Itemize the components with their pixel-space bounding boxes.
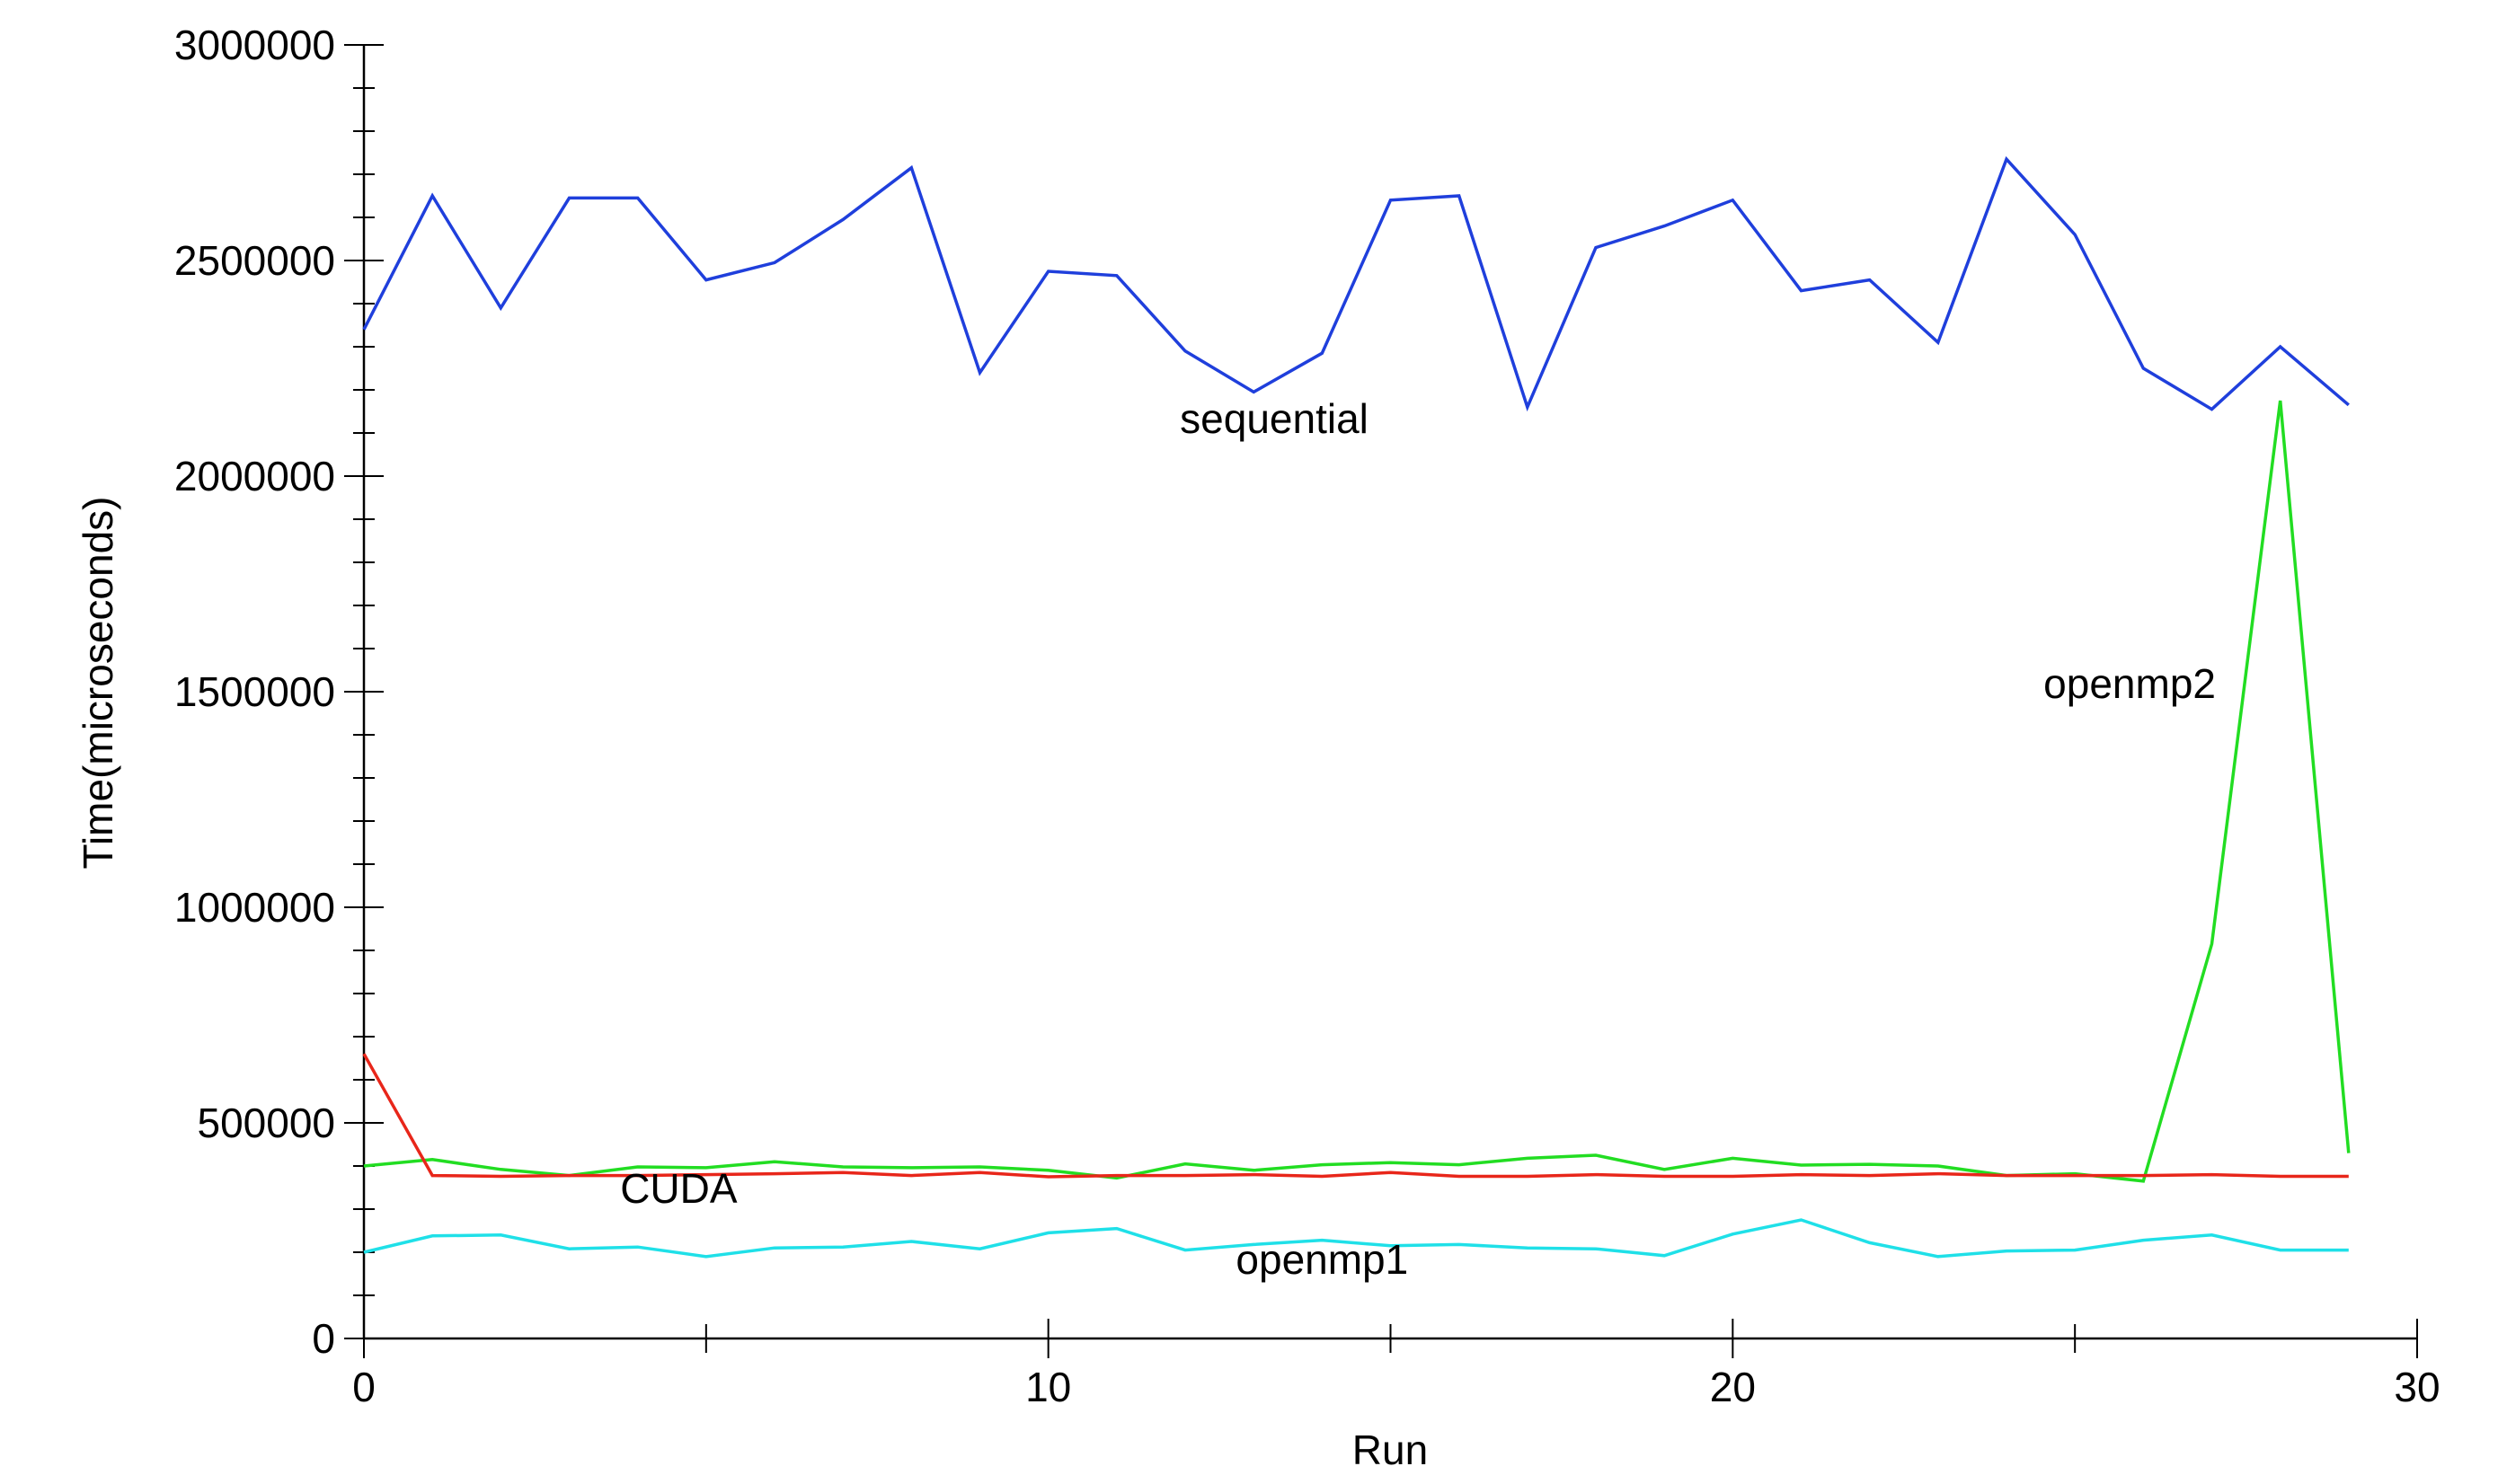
y-tick-label: 1500000	[174, 668, 335, 715]
series-labels: sequential openmp2 CUDA openmp1	[620, 395, 2216, 1283]
x-tick-label: 30	[2394, 1364, 2440, 1410]
series-lines	[362, 155, 2351, 1259]
x-axis-title: Run	[1352, 1427, 1428, 1473]
x-tick-label: 20	[1710, 1364, 1756, 1410]
y-tick-label: 3000000	[174, 22, 335, 68]
x-tick-label: 10	[1025, 1364, 1071, 1410]
series-line-openmp1	[363, 1218, 2349, 1259]
series-label-cuda: CUDA	[620, 1165, 738, 1212]
y-tick-label: 2000000	[174, 453, 335, 499]
series-label-sequential: sequential	[1180, 395, 1369, 442]
series-line-sequential	[362, 155, 2350, 412]
y-tick-label: 500000	[198, 1100, 336, 1146]
x-tick-label: 0	[352, 1364, 376, 1410]
series-line-cuda	[362, 1053, 2349, 1179]
series-label-openmp1: openmp1	[1236, 1236, 1408, 1283]
y-tick-label: 2500000	[174, 237, 335, 284]
series-line-openmp2	[363, 400, 2351, 1183]
y-axis-title: Time(microseconds)	[75, 497, 121, 870]
y-tick-label: 1000000	[174, 884, 335, 931]
tick-labels: 0 500000 1000000 1500000 2000000 2500000 30000…	[174, 22, 2440, 1410]
series-label-openmp2: openmp2	[2043, 660, 2216, 707]
y-tick-label: 0	[312, 1315, 335, 1362]
ticks	[344, 44, 2418, 1358]
